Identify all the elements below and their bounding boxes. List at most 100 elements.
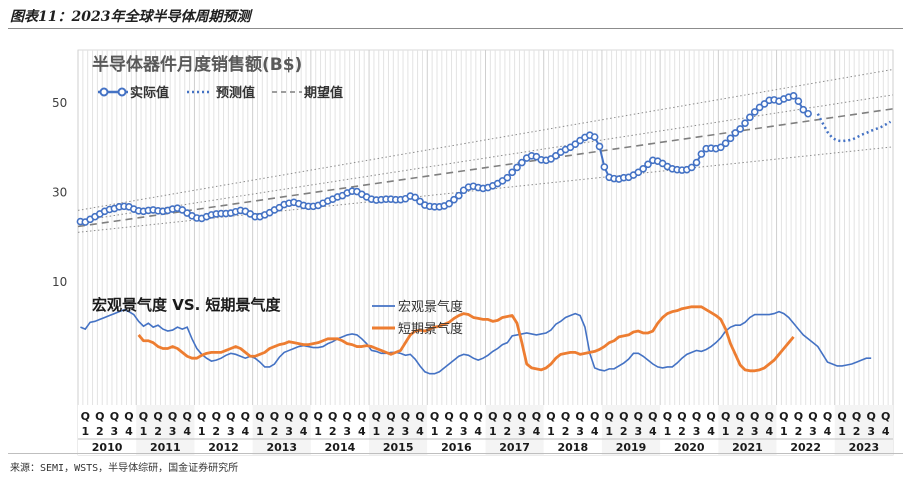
quarter-tick-letter: Q (488, 410, 497, 423)
quarter-tick-number: 4 (183, 425, 191, 438)
quarter-tick-number: 2 (795, 425, 803, 438)
quarter-tick-letter: Q (168, 410, 177, 423)
quarter-tick-letter: Q (677, 410, 686, 423)
quarter-tick-letter: Q (692, 410, 701, 423)
quarter-tick-number: 2 (387, 425, 395, 438)
year-band (543, 405, 602, 455)
quarter-tick-number: 3 (576, 425, 584, 438)
year-tick-label: 2020 (674, 441, 705, 454)
year-tick-label: 2014 (325, 441, 356, 454)
quarter-tick-letter: Q (241, 410, 250, 423)
quarter-tick-number: 2 (620, 425, 628, 438)
quarter-tick-letter: Q (750, 410, 759, 423)
top-legend: 实际值 预测值 期望值 (98, 85, 343, 101)
quarter-tick-number: 4 (707, 425, 715, 438)
actual-point (513, 163, 521, 172)
quarter-tick-letter: Q (866, 410, 875, 423)
quarter-tick-number: 1 (81, 425, 89, 438)
actual-point (600, 163, 609, 171)
quarter-tick-letter: Q (532, 410, 541, 423)
actual-point (755, 103, 764, 112)
quarter-year-axis: Q1Q2Q3Q42010Q1Q2Q3Q42011Q1Q2Q3Q42012Q1Q2… (78, 410, 893, 454)
quarter-tick-number: 4 (300, 425, 308, 438)
quarter-tick-letter: Q (299, 410, 308, 423)
quarter-tick-letter: Q (779, 410, 788, 423)
year-band (834, 405, 893, 455)
quarter-tick-letter: Q (837, 410, 846, 423)
quarter-tick-number: 1 (198, 425, 206, 438)
quarter-tick-number: 2 (504, 425, 512, 438)
quarter-tick-number: 2 (212, 425, 220, 438)
middle-band-line (77, 94, 894, 222)
year-tick-label: 2018 (558, 441, 589, 454)
quarter-tick-number: 3 (693, 425, 701, 438)
quarter-tick-number: 2 (678, 425, 686, 438)
actual-point (571, 140, 580, 148)
year-band (427, 405, 486, 455)
quarter-tick-letter: Q (372, 410, 381, 423)
actual-point (726, 134, 735, 143)
quarter-tick-letter: Q (226, 410, 235, 423)
quarter-tick-number: 3 (402, 425, 410, 438)
quarter-tick-number: 1 (314, 425, 322, 438)
year-background-layer (78, 405, 893, 455)
quarter-tick-number: 1 (547, 425, 555, 438)
actual-point (590, 133, 599, 141)
quarter-tick-letter: Q (197, 410, 206, 423)
quarter-tick-letter: Q (881, 410, 890, 423)
year-tick-label: 2012 (208, 441, 239, 454)
quarter-tick-number: 4 (649, 425, 657, 438)
actual-point (750, 108, 759, 116)
title-rule (8, 28, 903, 29)
actual-point (692, 158, 701, 167)
quarter-tick-letter: Q (153, 410, 162, 423)
legend-actual-marker (117, 87, 127, 97)
quarter-tick-number: 2 (445, 425, 453, 438)
actual-point (760, 100, 769, 108)
actual-point (508, 168, 516, 177)
forecast-series-line (816, 113, 892, 143)
quarter-tick-number: 3 (343, 425, 351, 438)
quarter-tick-number: 4 (882, 425, 890, 438)
quarter-tick-letter: Q (648, 410, 657, 423)
quarter-tick-letter: Q (81, 410, 90, 423)
quarter-tick-number: 2 (853, 425, 861, 438)
y-tick-label: 30 (52, 186, 67, 200)
quarter-tick-letter: Q (430, 410, 439, 423)
quarter-tick-number: 3 (111, 425, 119, 438)
quarter-tick-number: 2 (154, 425, 162, 438)
quarter-tick-letter: Q (212, 410, 221, 423)
legend-actual-marker (99, 87, 109, 97)
actual-point (731, 129, 740, 137)
quarter-tick-number: 3 (460, 425, 468, 438)
year-tick-label: 2017 (499, 441, 530, 454)
actual-point (455, 191, 463, 200)
legend-short-term-label: 短期景气度 (398, 321, 463, 337)
year-band (136, 405, 195, 455)
quarter-tick-letter: Q (546, 410, 555, 423)
quarter-tick-letter: Q (255, 410, 264, 423)
legend-trend-label: 期望值 (304, 85, 343, 101)
quarter-tick-letter: Q (386, 410, 395, 423)
year-tick-label: 2022 (790, 441, 821, 454)
quarter-tick-letter: Q (503, 410, 512, 423)
top-chart-title: 半导体器件月度销售额(B$) (92, 54, 302, 75)
quarter-tick-letter: Q (328, 410, 337, 423)
actual-point (518, 158, 526, 167)
y-tick-label: 50 (52, 96, 67, 110)
year-band (78, 405, 137, 455)
year-band (252, 405, 311, 455)
quarter-tick-number: 2 (736, 425, 744, 438)
actual-point (721, 139, 730, 148)
year-tick-label: 2016 (441, 441, 472, 454)
quarter-tick-number: 1 (489, 425, 497, 438)
year-band (369, 405, 428, 455)
quarter-tick-letter: Q (619, 410, 628, 423)
quarter-tick-letter: Q (634, 410, 643, 423)
quarter-tick-number: 4 (591, 425, 599, 438)
source-note: 来源：SEMI，WSTS，半导体综研，国金证券研究所 (10, 463, 239, 474)
quarter-tick-letter: Q (474, 410, 483, 423)
quarter-tick-number: 4 (242, 425, 250, 438)
quarter-tick-number: 4 (358, 425, 366, 438)
quarter-tick-letter: Q (139, 410, 148, 423)
